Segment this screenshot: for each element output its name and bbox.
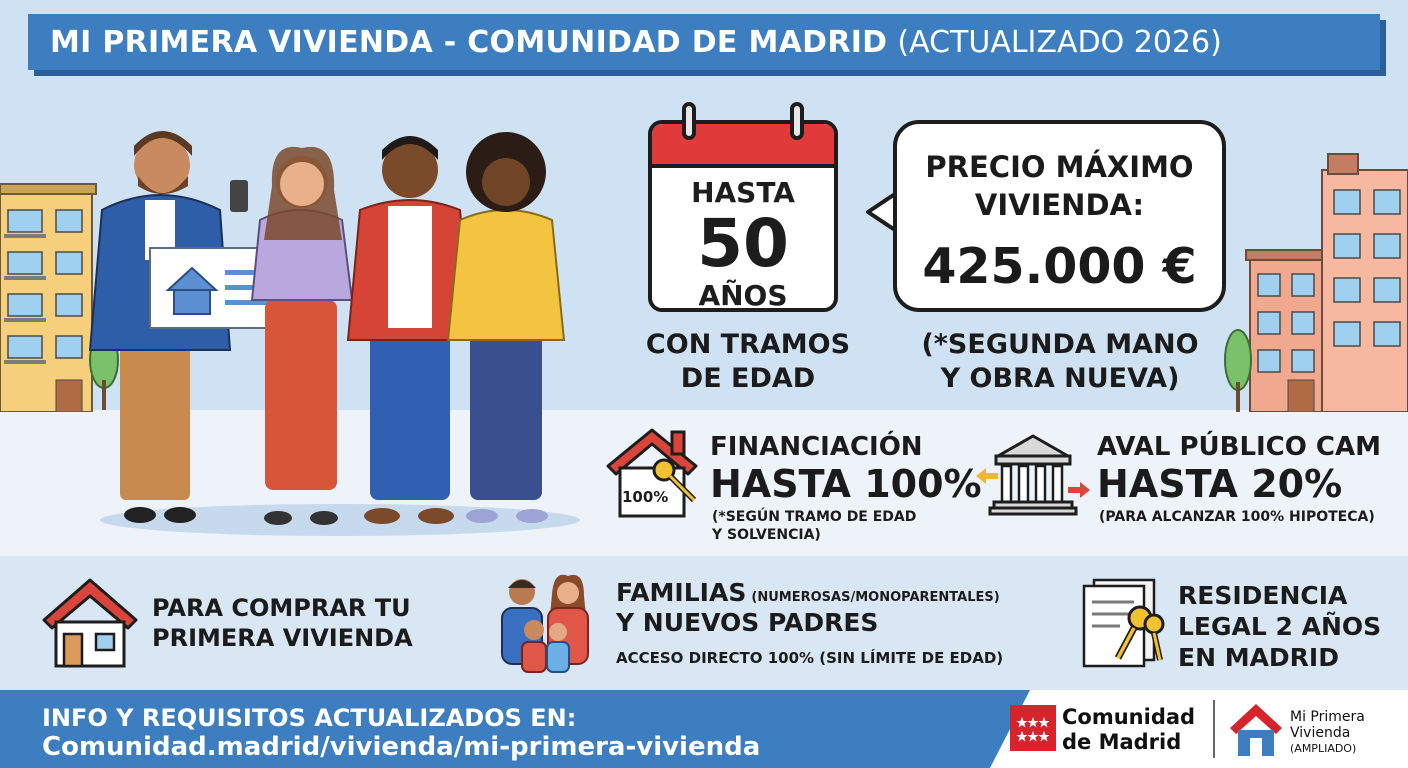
org-name-line1: Comunidad xyxy=(1062,705,1196,729)
price-note-line2: Y OBRA NUEVA) xyxy=(940,363,1180,394)
guarantee-note: (PARA ALCANZAR 100% HIPOTECA) xyxy=(1099,509,1375,525)
mpv-logo-text: Mi Primera Vivienda (AMPLIADO) xyxy=(1290,709,1365,757)
residence-line1: RESIDENCIA xyxy=(1178,581,1348,610)
price-line2: VIVIENDA: xyxy=(974,188,1145,222)
financing-note-line1: (*SEGÚN TRAMO DE EDAD xyxy=(712,509,917,525)
footer-logo-area xyxy=(990,690,1408,768)
financing-title: FINANCIACIÓN xyxy=(710,432,923,462)
families-title-row: FAMILIAS (NUMEROSAS/MONOPARENTALES) xyxy=(616,578,1000,607)
man-red-cardigan xyxy=(346,136,474,524)
price-line1: PRECIO MÁXIMO xyxy=(925,150,1194,184)
families-title: FAMILIAS xyxy=(616,578,747,607)
age-line3: AÑOS xyxy=(698,279,788,312)
calendar-header xyxy=(652,124,834,168)
mpv-line2: Vivienda xyxy=(1290,725,1351,741)
residence-line2: LEGAL 2 AÑOS xyxy=(1178,612,1382,641)
families-note: ACCESO DIRECTO 100% (SIN LÍMITE DE EDAD) xyxy=(616,649,1004,667)
price-note: (*SEGUNDA MANO Y OBRA NUEVA) xyxy=(905,328,1215,396)
age-number: 50 xyxy=(697,205,789,282)
people-illustration xyxy=(88,131,580,536)
mpv-line3: (AMPLIADO) xyxy=(1290,742,1357,755)
title-banner: MI PRIMERA VIVIENDA - COMUNIDAD DE MADRI… xyxy=(28,14,1380,70)
house-key-icon: 100% xyxy=(606,428,698,518)
price-amount: 425.000 € xyxy=(922,238,1197,295)
financing-note: (*SEGÚN TRAMO DE EDAD Y SOLVENCIA) xyxy=(712,508,916,544)
lower-band xyxy=(0,556,1408,690)
mpv-house-logo-icon xyxy=(1230,704,1282,756)
residence-line3: EN MADRID xyxy=(1178,643,1339,672)
financing-badge: 100% xyxy=(622,488,668,506)
comunidad-madrid-logo-text: Comunidad de Madrid xyxy=(1062,705,1195,755)
calendar-ring-left xyxy=(682,102,696,140)
org-name-line2: de Madrid xyxy=(1062,730,1182,754)
document-key-icon xyxy=(1082,578,1165,668)
calendar-icon: HASTA 50 AÑOS xyxy=(648,120,838,312)
madrid-stars-icon xyxy=(1010,705,1056,751)
price-note-line1: (*SEGUNDA MANO xyxy=(921,329,1199,360)
footer-url-link[interactable]: Comunidad.madrid/vivienda/mi-primera-viv… xyxy=(42,732,761,762)
house-icon xyxy=(42,578,138,668)
ground-band xyxy=(0,410,1408,560)
page-title: MI PRIMERA VIVIENDA - COMUNIDAD DE MADRI… xyxy=(50,24,888,60)
price-bubble: PRECIO MÁXIMO VIVIENDA: 425.000 € xyxy=(893,120,1226,312)
first-home-text: PARA COMPRAR TU PRIMERA VIVIENDA xyxy=(152,593,413,653)
residence-text: RESIDENCIA LEGAL 2 AÑOS EN MADRID xyxy=(1178,580,1381,673)
first-home-line1: PARA COMPRAR TU xyxy=(152,594,411,622)
financing-value: HASTA 100% xyxy=(710,462,982,506)
logo-divider xyxy=(1213,700,1215,758)
mpv-line1: Mi Primera xyxy=(1290,709,1365,725)
financing-note-line2: Y SOLVENCIA) xyxy=(712,527,821,543)
buildings-left-illustration xyxy=(0,183,97,412)
age-caption-line2: DE EDAD xyxy=(680,363,816,394)
families-line2: Y NUEVOS PADRES xyxy=(616,608,879,637)
calendar-ring-right xyxy=(790,102,804,140)
bank-icon xyxy=(976,434,1090,516)
page-subtitle: (ACTUALIZADO 2026) xyxy=(897,24,1222,60)
age-caption: CON TRAMOS DE EDAD xyxy=(630,328,866,396)
age-line1: HASTA xyxy=(691,176,795,209)
guarantee-value: HASTA 20% xyxy=(1097,462,1343,506)
buildings-right-illustration xyxy=(1224,153,1408,412)
woman-yellow xyxy=(446,132,566,523)
families-title-note: (NUMEROSAS/MONOPARENTALES) xyxy=(751,590,1000,605)
footer-info-label: INFO Y REQUISITOS ACTUALIZADOS EN: xyxy=(42,704,577,732)
woman-purple xyxy=(250,146,354,525)
first-home-line2: PRIMERA VIVIENDA xyxy=(152,624,413,652)
age-caption-line1: CON TRAMOS xyxy=(645,329,851,360)
guarantee-title: AVAL PÚBLICO CAM xyxy=(1097,432,1381,462)
family-icon xyxy=(501,574,589,673)
